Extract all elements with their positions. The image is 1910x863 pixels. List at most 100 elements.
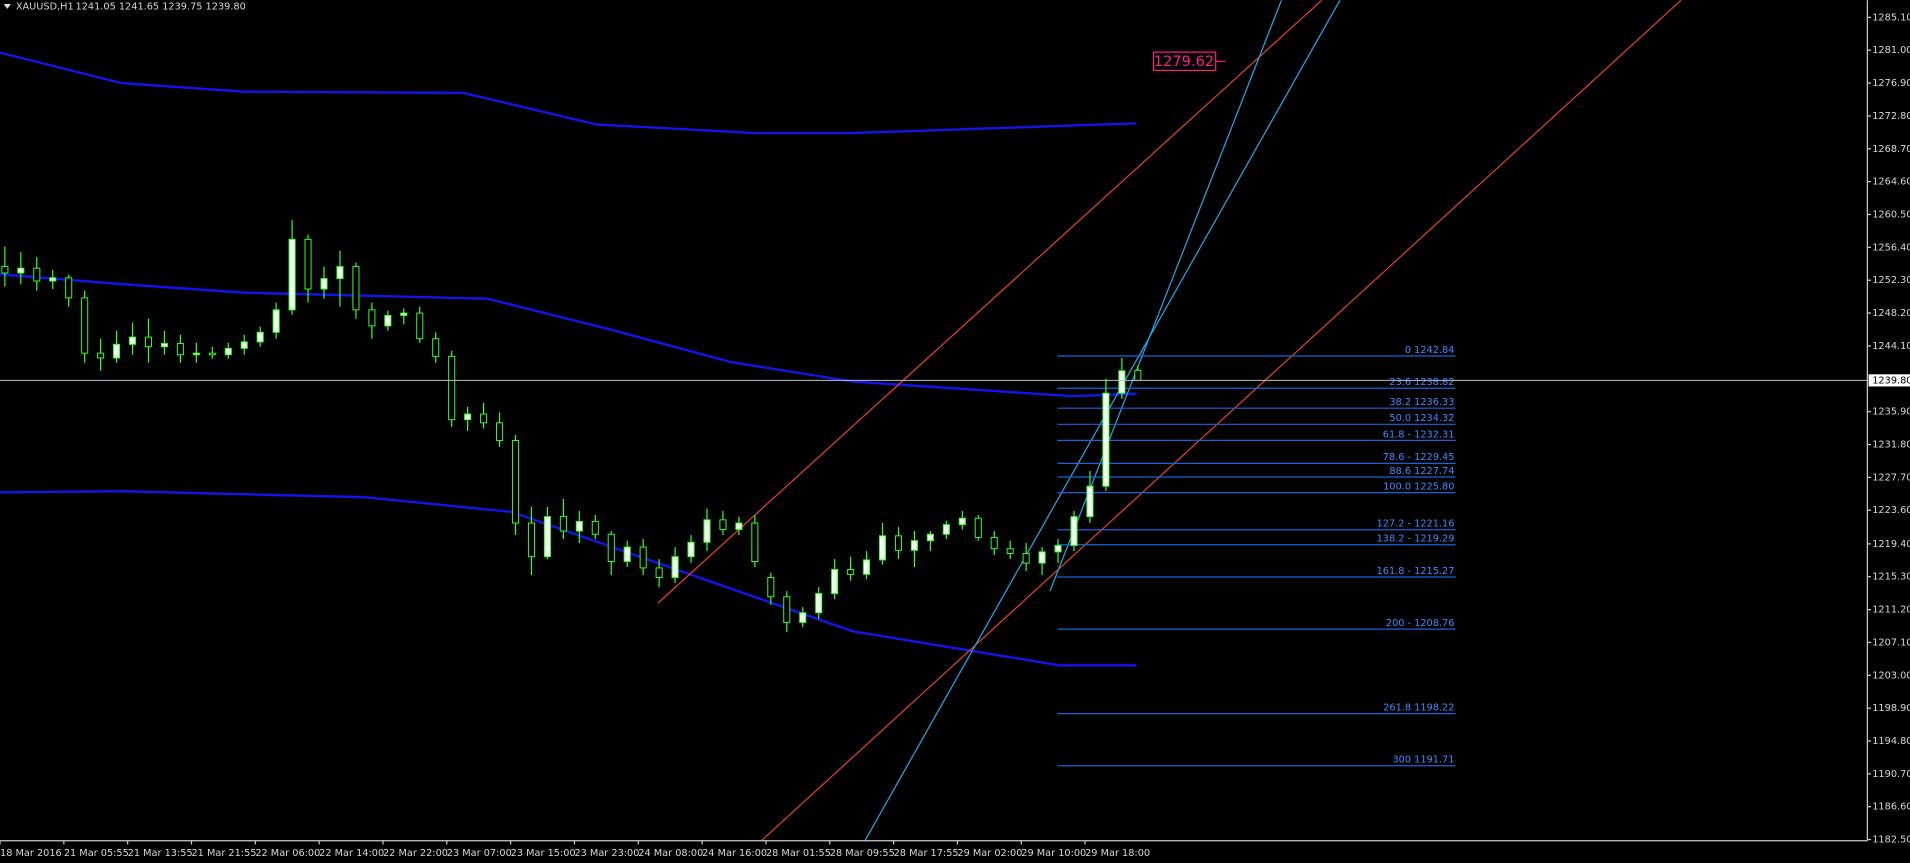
y-tick-label: 1276.90 — [1872, 78, 1910, 89]
fib-label: 300 1191.71 — [1392, 755, 1454, 766]
candle-body — [958, 517, 966, 526]
x-tick-label: 23 Mar 07:00 — [447, 848, 512, 859]
last-price-label: 1239.80 — [1872, 375, 1910, 386]
candle-body — [974, 517, 982, 538]
y-tick-label: 1252.30 — [1872, 275, 1910, 286]
candle-body — [511, 440, 520, 524]
y-tick-label: 1235.90 — [1872, 407, 1910, 418]
candle-body — [160, 343, 168, 348]
candle-body — [990, 536, 998, 550]
x-tick-label: 28 Mar 01:55 — [766, 848, 831, 859]
x-tick-label: 18 Mar 2016 — [0, 848, 62, 859]
y-tick-label: 1215.30 — [1872, 572, 1910, 583]
candle-body — [543, 516, 551, 558]
candle-body — [1006, 548, 1014, 554]
y-tick-label: 1227.70 — [1872, 472, 1910, 483]
y-tick-label: 1260.50 — [1872, 209, 1910, 220]
candle-body — [33, 267, 41, 282]
candle-body — [1022, 553, 1030, 564]
candle-body — [384, 314, 392, 327]
candle-body — [1102, 392, 1110, 487]
fib-label: 261.8 1198.22 — [1383, 703, 1454, 714]
candle-body — [639, 546, 647, 569]
candle-body — [527, 522, 535, 558]
candle-body — [926, 533, 934, 542]
x-tick-label: 21 Mar 05:55 — [64, 848, 129, 859]
candle-body — [799, 612, 807, 623]
candle-body — [942, 524, 950, 535]
candle-body — [256, 331, 264, 343]
price-label: 1279.62 — [1154, 53, 1214, 70]
candle-body — [878, 535, 887, 561]
y-tick-label: 1281.00 — [1872, 45, 1910, 56]
candle-body — [815, 593, 823, 614]
candle-body — [416, 312, 424, 340]
moving-average — [0, 51, 1137, 135]
x-tick-label: 23 Mar 23:00 — [574, 848, 639, 859]
candle-body — [623, 546, 631, 562]
candle-body — [464, 413, 472, 421]
candle-body — [735, 522, 743, 530]
x-tick-label: 29 Mar 02:00 — [957, 848, 1022, 859]
candle-body — [910, 540, 918, 551]
x-tick-label: 22 Mar 06:00 — [255, 848, 320, 859]
candle-body — [671, 556, 679, 579]
y-tick-label: 1264.60 — [1872, 177, 1910, 188]
candle-body — [480, 413, 488, 424]
fib-label: 127.2 - 1221.16 — [1377, 519, 1455, 530]
fib-label: 38.2 1236.33 — [1389, 397, 1454, 408]
candle-body — [1038, 551, 1046, 564]
candle-body — [400, 312, 408, 316]
menu-arrow[interactable] — [3, 3, 11, 9]
candle-body — [224, 347, 232, 356]
y-tick-label: 1285.10 — [1872, 12, 1910, 23]
fib-label: 200 - 1208.76 — [1386, 618, 1455, 629]
candle-body — [368, 309, 376, 327]
fib-label: 138.2 - 1219.29 — [1377, 534, 1455, 545]
candle-body — [1086, 485, 1094, 518]
y-tick-label: 1223.60 — [1872, 505, 1910, 516]
x-tick-label: 21 Mar 13:55 — [128, 848, 193, 859]
moving-average — [0, 489, 1137, 667]
y-tick-label: 1219.40 — [1872, 539, 1910, 550]
candle-body — [559, 516, 567, 532]
x-tick-label: 21 Mar 21:55 — [191, 848, 256, 859]
x-tick-label: 28 Mar 09:55 — [830, 848, 895, 859]
moving-average — [0, 273, 1137, 398]
x-tick-label: 22 Mar 22:00 — [383, 848, 448, 859]
y-tick-label: 1207.10 — [1872, 637, 1910, 648]
candle-body — [767, 577, 775, 598]
candle-body — [304, 238, 312, 290]
fib-label: 50.0 1234.32 — [1389, 413, 1454, 424]
candle-body — [448, 355, 456, 421]
candle-body — [863, 559, 871, 575]
candle-body — [65, 277, 73, 299]
fib-label: 100.0 1225.80 — [1383, 481, 1454, 492]
last-price-box — [1868, 374, 1910, 387]
candle-body — [751, 522, 759, 562]
fib-label: 78.6 - 1229.45 — [1383, 452, 1455, 463]
candle-body — [336, 266, 344, 280]
candle-body — [17, 267, 25, 274]
candle-body — [352, 266, 360, 311]
x-tick-label: 28 Mar 17:55 — [894, 848, 959, 859]
y-tick-label: 1203.00 — [1872, 670, 1910, 681]
candle-body — [176, 343, 184, 356]
candle-body — [655, 567, 663, 579]
candle-body — [288, 238, 296, 311]
x-tick-label: 29 Mar 18:00 — [1085, 848, 1150, 859]
x-tick-label: 24 Mar 16:00 — [702, 848, 767, 859]
y-tick-label: 1248.20 — [1872, 308, 1910, 319]
quote: 1241.05 1241.65 1239.75 1239.80 — [76, 1, 246, 12]
y-tick-label: 1256.40 — [1872, 242, 1910, 253]
candle-body — [894, 535, 903, 551]
trend-line — [657, 0, 1323, 604]
candle-body — [432, 338, 440, 357]
candle-body — [272, 309, 280, 333]
y-tick-label: 1194.80 — [1872, 736, 1910, 747]
y-tick-label: 1198.90 — [1872, 703, 1910, 714]
candle-body — [703, 519, 711, 543]
